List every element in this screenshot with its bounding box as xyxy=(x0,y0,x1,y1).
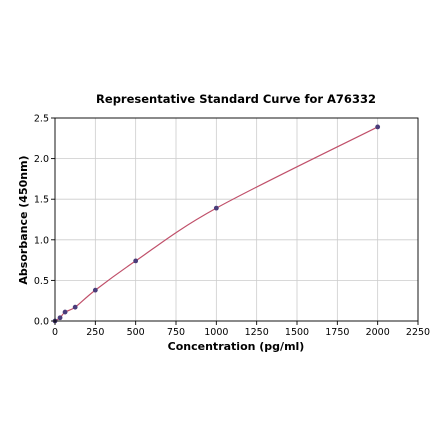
chart-title: Representative Standard Curve for A76332 xyxy=(96,92,376,106)
x-tick-label: 1500 xyxy=(285,327,309,338)
y-tick-label: 2.0 xyxy=(34,154,49,165)
x-tick-label: 1250 xyxy=(245,327,269,338)
y-tick-label: 1.5 xyxy=(34,195,49,206)
x-tick-label: 500 xyxy=(127,327,145,338)
x-tick-label: 750 xyxy=(167,327,185,338)
y-tick-label: 0.0 xyxy=(34,317,49,328)
x-tick-label: 2250 xyxy=(406,327,430,338)
data-points xyxy=(52,124,381,324)
data-point xyxy=(72,304,78,310)
y-axis-label: Absorbance (450nm) xyxy=(17,155,30,284)
data-point xyxy=(375,124,381,130)
x-tick-label: 1750 xyxy=(325,327,349,338)
y-tick-label: 0.5 xyxy=(34,276,49,287)
x-tick-label: 0 xyxy=(52,327,58,338)
data-point xyxy=(57,315,63,321)
data-point xyxy=(92,287,98,293)
x-tick-label: 250 xyxy=(86,327,104,338)
data-point xyxy=(213,205,219,211)
x-tick-label: 1000 xyxy=(204,327,228,338)
grid xyxy=(54,117,419,322)
y-tick-label: 1.0 xyxy=(34,235,49,246)
x-tick-label: 2000 xyxy=(366,327,390,338)
data-point xyxy=(62,309,68,315)
plot-frame xyxy=(54,117,419,322)
data-point xyxy=(133,258,139,264)
x-axis-label: Concentration (pg/ml) xyxy=(168,340,305,353)
axis-ticks: 0 250 500 750 1000 1250 1500 1750 2000 2250 0.0 0.5… xyxy=(34,114,430,339)
y-tick-label: 2.5 xyxy=(34,114,49,125)
